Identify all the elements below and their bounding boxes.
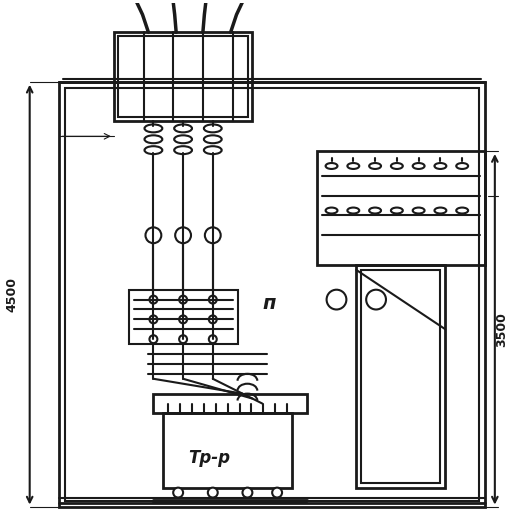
Ellipse shape <box>413 208 424 213</box>
Bar <box>317 151 485 265</box>
Text: Тр-р: Тр-р <box>188 449 230 467</box>
Bar <box>129 290 237 344</box>
Circle shape <box>205 228 221 243</box>
Circle shape <box>209 315 216 323</box>
Circle shape <box>327 290 346 310</box>
Circle shape <box>150 295 157 304</box>
Bar <box>59 82 485 507</box>
Ellipse shape <box>144 146 162 154</box>
Ellipse shape <box>204 135 222 143</box>
Ellipse shape <box>391 163 403 169</box>
Ellipse shape <box>369 208 381 213</box>
Bar <box>114 32 252 122</box>
Ellipse shape <box>456 208 468 213</box>
Ellipse shape <box>174 146 192 154</box>
Ellipse shape <box>174 135 192 143</box>
Ellipse shape <box>391 208 403 213</box>
Circle shape <box>150 335 157 343</box>
Text: 4500: 4500 <box>6 277 18 312</box>
Ellipse shape <box>325 208 338 213</box>
Circle shape <box>208 488 218 497</box>
Ellipse shape <box>144 124 162 133</box>
Circle shape <box>242 488 252 497</box>
Ellipse shape <box>413 163 424 169</box>
Bar <box>163 413 292 488</box>
Circle shape <box>209 295 216 304</box>
Ellipse shape <box>325 163 338 169</box>
Ellipse shape <box>204 124 222 133</box>
Circle shape <box>146 228 161 243</box>
Circle shape <box>209 335 216 343</box>
Text: п: п <box>262 294 276 314</box>
Circle shape <box>150 315 157 323</box>
Circle shape <box>272 488 282 497</box>
Ellipse shape <box>456 163 468 169</box>
Circle shape <box>179 315 187 323</box>
Text: 3500: 3500 <box>495 312 507 347</box>
Ellipse shape <box>347 208 359 213</box>
Bar <box>65 88 479 502</box>
Circle shape <box>179 335 187 343</box>
Bar <box>118 37 248 117</box>
Ellipse shape <box>174 124 192 133</box>
Ellipse shape <box>144 135 162 143</box>
Bar <box>356 265 445 488</box>
Ellipse shape <box>347 163 359 169</box>
Circle shape <box>173 488 183 497</box>
Circle shape <box>175 228 191 243</box>
Ellipse shape <box>434 163 446 169</box>
Bar <box>361 270 441 483</box>
Ellipse shape <box>434 208 446 213</box>
Bar <box>154 394 307 413</box>
Ellipse shape <box>204 146 222 154</box>
Circle shape <box>179 295 187 304</box>
Ellipse shape <box>369 163 381 169</box>
Circle shape <box>366 290 386 310</box>
